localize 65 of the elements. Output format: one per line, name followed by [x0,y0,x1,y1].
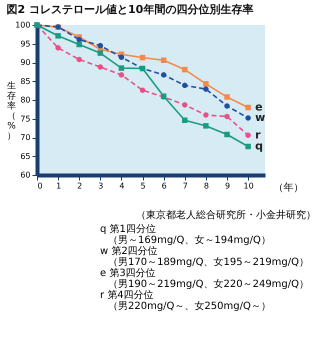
y-tick-label: 100 [15,20,30,30]
x-tick-label: 4 [119,182,124,190]
series-label: w [255,111,266,124]
point [140,54,146,60]
point [203,81,209,87]
point [245,132,251,138]
point [182,66,188,72]
y-tick-label: 60 [20,170,30,180]
text: r 第4四分位 [100,290,155,301]
point [245,144,251,150]
y-tick-label: 70 [20,133,30,142]
x-tick-label: 7 [182,182,188,190]
point [182,82,188,88]
point [76,56,82,62]
point [203,86,209,92]
text: （男～169mg/Q、女～194mg/Q） [107,235,272,246]
point [203,112,209,118]
x-axis-title: （年） [274,182,304,194]
text: （男190～219mg/Q、女220～249mg/Q） [107,279,310,290]
x-tick-label: 5 [140,182,146,190]
series-label: e [255,100,263,114]
x-tick-label: 8 [204,182,209,190]
text: （男220mg/Q～、女250mg/Q～） [107,301,272,312]
point [182,118,188,123]
text: （東京都老人総合研究所・小金井研究） [135,208,317,222]
y-tick-label: 65 [20,152,30,161]
text: e 第3四分位 [100,268,157,279]
series-label: q [255,140,263,152]
point [245,104,251,110]
point [118,65,124,71]
point [118,72,124,78]
x-tick-label: 6 [162,182,167,190]
point [55,33,61,39]
point [224,103,230,109]
point [160,72,166,78]
point [140,88,146,93]
chart-title: 図2 コレステロール値と10年間の四分位別生存率 [6,3,254,16]
y-tick-label: 75 [20,114,30,124]
x-tick-label: 1 [56,182,62,190]
series-label: r [255,128,262,142]
point [98,50,104,56]
y-axis-title: 生存率（%） [7,80,16,142]
point [76,36,82,42]
point [98,64,104,70]
y-tick-label: 80 [20,96,30,104]
x-tick-label: 0 [38,182,43,190]
text: q 第1四分位 [100,224,157,235]
text: （男170～189mg/Q、女195～219mg/Q） [107,257,310,268]
x-tick-label: 9 [224,182,230,190]
x-tick-label: 3 [98,182,104,190]
point [245,115,251,121]
y-tick-label: 95 [20,39,30,48]
point [182,102,188,108]
x-tick-label: 10 [244,182,254,190]
y-tick-label: 85 [20,76,30,86]
point [224,114,230,120]
y-tick-label: 90 [20,58,30,67]
text: w 第2四分位 [100,246,159,257]
point [98,42,104,48]
point [160,58,166,63]
point [203,123,209,129]
point [118,54,124,60]
x-tick-label: 2 [77,182,82,190]
point [76,42,82,48]
point [55,45,61,51]
